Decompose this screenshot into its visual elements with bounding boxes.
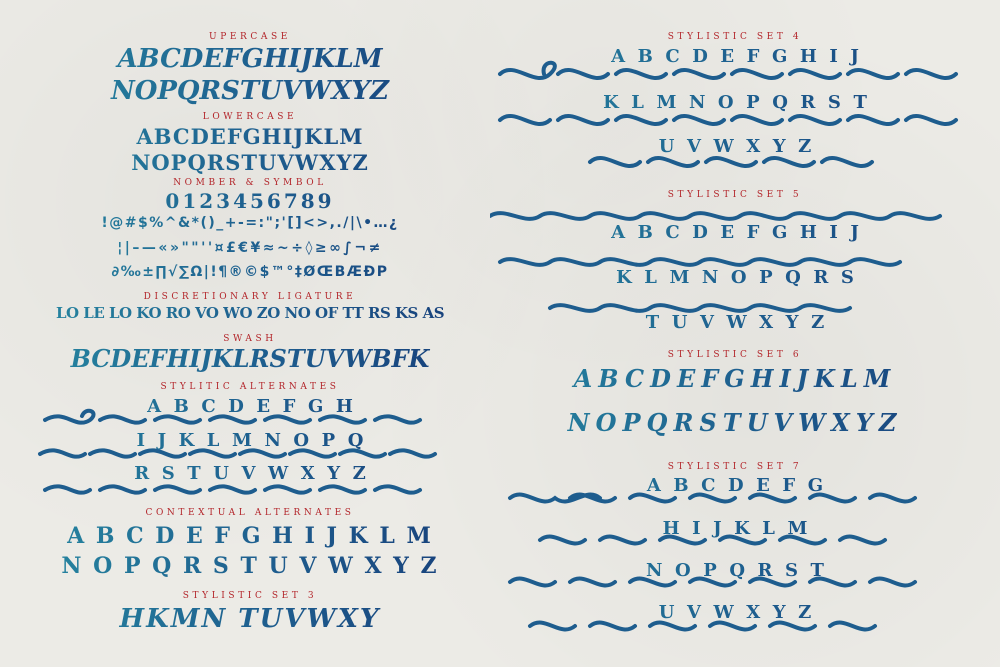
contextual-alternates-row-1: A B C D E F G H I J K L M bbox=[30, 523, 470, 549]
set7-flourishes bbox=[508, 492, 917, 632]
stylistic-alternates-row-2: I J K L M N O P Q bbox=[30, 430, 470, 451]
symbols-row-1: !@#$%^&*()_+-=:";'[]<>,./|\•…¿ bbox=[30, 215, 470, 231]
swash-row: BCDEFHIJKLRSTUVWBFK bbox=[30, 344, 470, 373]
heading-stylistic-set-4: STYLISTIC SET 4 bbox=[667, 32, 803, 42]
heading-stylistic-set-6: STYLISTIC SET 6 bbox=[667, 350, 803, 360]
lowercase-row-2: NOPQRSTUVWXYZ bbox=[30, 150, 470, 175]
heading-stylistic-set-5: STYLISTIC SET 5 bbox=[667, 190, 803, 200]
stylistic-set-5-row-1: A B C D E F G H I J bbox=[490, 222, 980, 243]
uppercase-row-2: NOPQRSTUVWXYZ bbox=[30, 76, 470, 106]
stylistic-alternates-row-1: A B C D E F G H bbox=[30, 396, 470, 417]
set5-flourishes bbox=[490, 211, 942, 313]
symbols-row-2: ¦|–—«»""''¤£€¥≈~÷◊≥∞∫¬≠ bbox=[30, 240, 470, 256]
stylistic-set-7-row-4: U V W X Y Z bbox=[490, 602, 980, 623]
symbols-row-3: ∂‰±∏√∑Ω|!¶®©$™°‡ØŒBÆÐP bbox=[30, 264, 470, 280]
stylistic-set-4-row-2: K L M N O P Q R S T bbox=[490, 92, 980, 113]
heading-lowercase: LOWERCASE bbox=[202, 112, 298, 122]
stylistic-alternates-row-3: R S T U V W X Y Z bbox=[30, 463, 470, 484]
lowercase-row-1: ABCDEFGHIJKLM bbox=[30, 124, 470, 149]
stylistic-set-7-row-2: H I J K L M bbox=[490, 518, 980, 539]
stylistic-set-6-row-2: NOPQRSTUVWXYZ bbox=[490, 408, 980, 437]
uppercase-row-1: ABCDEFGHIJKLM bbox=[30, 44, 470, 74]
discretionary-ligature-row: LO LE LO KO RO VO WO ZO NO OF TT RS KS A… bbox=[30, 304, 470, 322]
stylistic-set-6-row-1: ABCDEFGHIJKLM bbox=[490, 364, 980, 393]
heading-stylistic-alternates: STYLITIC ALTERNATES bbox=[160, 382, 340, 392]
stylistic-set-7-row-1: A B C D E F G bbox=[490, 475, 980, 496]
heading-stylistic-set-7: STYLISTIC SET 7 bbox=[667, 462, 803, 472]
heading-discretionary-ligature: DISCRETIONARY LIGATURE bbox=[143, 292, 357, 302]
heading-stylistic-set-3: STYLISTIC SET 3 bbox=[182, 591, 318, 601]
contextual-alternates-row-2: N O P Q R S T U V W X Y Z bbox=[30, 553, 470, 579]
numbers-row: 0123456789 bbox=[30, 189, 470, 213]
heading-uppercase: UPERCASE bbox=[209, 32, 291, 42]
swash-flourishes bbox=[38, 408, 437, 495]
stylistic-set-4-row-3: U V W X Y Z bbox=[490, 136, 980, 157]
stylistic-set-5-row-2: K L M N O P Q R S bbox=[490, 267, 980, 288]
set4-flourishes bbox=[498, 60, 958, 169]
stylistic-alternates-block bbox=[30, 396, 470, 495]
stylistic-set-5-row-3: T U V W X Y Z bbox=[490, 312, 980, 333]
stylistic-set-7-row-3: N O P Q R S T bbox=[490, 560, 980, 581]
stylistic-set-4-row-1: A B C D E F G H I J bbox=[490, 46, 980, 67]
stylistic-set-3-row: HKMN TUVWXY bbox=[30, 604, 470, 634]
heading-contextual-alternates: CONTEXTUAL ALTERNATES bbox=[145, 508, 355, 518]
heading-number-symbol: NOMBER & SYMBOL bbox=[173, 178, 327, 188]
heading-swash: SWASH bbox=[223, 334, 277, 344]
